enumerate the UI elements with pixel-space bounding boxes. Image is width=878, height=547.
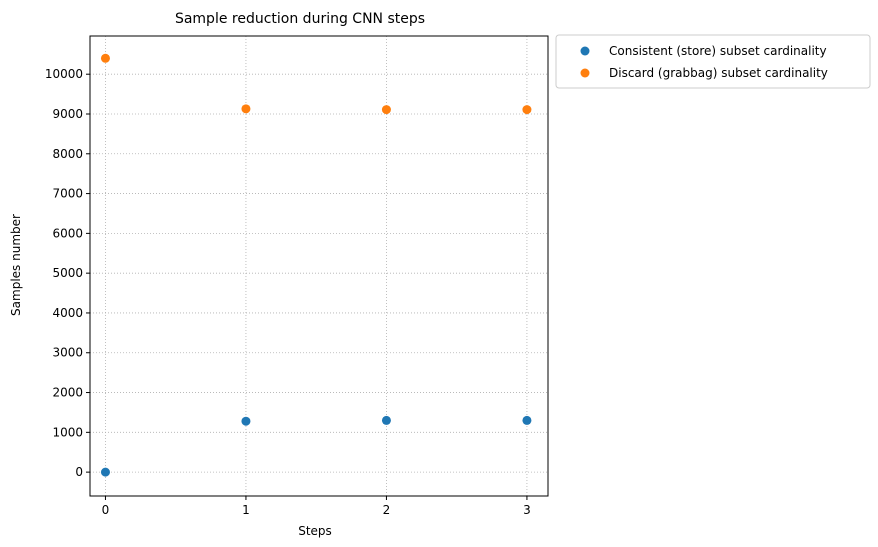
- x-tick-label: 0: [102, 503, 110, 517]
- x-axis-label: Steps: [298, 524, 332, 538]
- consistent-point: [522, 415, 532, 425]
- y-tick-label: 1000: [52, 425, 83, 439]
- y-axis-label: Samples number: [9, 214, 23, 316]
- chart-title: Sample reduction during CNN steps: [175, 11, 425, 27]
- legend-label-discard: Discard (grabbag) subset cardinality: [609, 66, 828, 80]
- legend-label-consistent: Consistent (store) subset cardinality: [609, 44, 827, 58]
- discard-point: [100, 53, 110, 63]
- legend-box: [555, 34, 871, 89]
- legend-marker-consistent: [580, 46, 590, 56]
- y-tick-label: 3000: [52, 346, 83, 360]
- x-tick-label: 1: [242, 503, 250, 517]
- y-tick-label: 6000: [52, 226, 83, 240]
- axis-ticks: 0 1000 2000 3000 4000 5000 6000 7000 8000 9000 100…: [45, 67, 531, 517]
- consistent-point: [381, 415, 391, 425]
- discard-point: [522, 105, 532, 115]
- x-tick-label: 2: [383, 503, 391, 517]
- y-tick-label: 8000: [52, 147, 83, 161]
- consistent-point: [100, 467, 110, 477]
- y-tick-label: 9000: [52, 107, 83, 121]
- y-tick-label: 7000: [52, 187, 83, 201]
- y-tick-label: 10000: [45, 67, 83, 81]
- y-tick-label: 0: [75, 465, 83, 479]
- y-tick-label: 5000: [52, 266, 83, 280]
- y-tick-label: 4000: [52, 306, 83, 320]
- plot-frame: [89, 35, 549, 497]
- discard-point: [381, 105, 391, 115]
- consistent-point: [241, 416, 251, 426]
- grid-lines: [90, 36, 548, 496]
- discard-point: [241, 104, 251, 114]
- y-tick-label: 2000: [52, 386, 83, 400]
- x-tick-label: 3: [523, 503, 531, 517]
- legend: Consistent (store) subset cardinality Di…: [555, 34, 871, 89]
- legend-marker-discard: [580, 68, 590, 78]
- data-points: [100, 53, 532, 477]
